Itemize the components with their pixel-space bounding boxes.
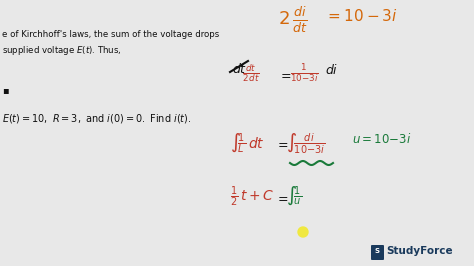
Text: $\frac{1}{10{-}3i}$: $\frac{1}{10{-}3i}$	[290, 62, 319, 85]
Text: $E(t) = 10,\ R = 3,\ \mathrm{and}\ i(0) = 0.\ \mathrm{Find}\ i(t).$: $E(t) = 10,\ R = 3,\ \mathrm{and}\ i(0) …	[2, 112, 191, 125]
Text: $= 10 - 3i$: $= 10 - 3i$	[325, 8, 398, 24]
Text: $\int\!\frac{1}{L}\,dt$: $\int\!\frac{1}{L}\,dt$	[230, 132, 265, 155]
Text: $di$: $di$	[325, 63, 338, 77]
Text: $\int\!\frac{1}{u}$: $\int\!\frac{1}{u}$	[286, 185, 302, 207]
Text: e of Kirchhoff's laws, the sum of the voltage drops: e of Kirchhoff's laws, the sum of the vo…	[2, 30, 219, 39]
Text: StudyForce: StudyForce	[386, 246, 453, 256]
Text: $=$: $=$	[275, 191, 289, 204]
Text: $\frac{dt}{2\,dt}$: $\frac{dt}{2\,dt}$	[242, 62, 260, 84]
Text: ▪: ▪	[2, 85, 9, 95]
Text: $\int\!\frac{di}{10{-}3i}$: $\int\!\frac{di}{10{-}3i}$	[286, 132, 325, 156]
FancyBboxPatch shape	[371, 245, 384, 260]
Text: supplied voltage $E(t)$. Thus,: supplied voltage $E(t)$. Thus,	[2, 44, 122, 57]
Text: $u = 10{-}3i$: $u = 10{-}3i$	[352, 132, 411, 146]
Text: $dt$: $dt$	[232, 62, 247, 76]
Text: $2\,\frac{di}{dt}$: $2\,\frac{di}{dt}$	[278, 5, 308, 35]
Circle shape	[298, 227, 308, 237]
Text: S: S	[375, 248, 380, 254]
Text: $=$: $=$	[278, 68, 292, 81]
Text: $=$: $=$	[275, 137, 289, 150]
Text: $\frac{1}{2}\,t + C$: $\frac{1}{2}\,t + C$	[230, 185, 274, 209]
